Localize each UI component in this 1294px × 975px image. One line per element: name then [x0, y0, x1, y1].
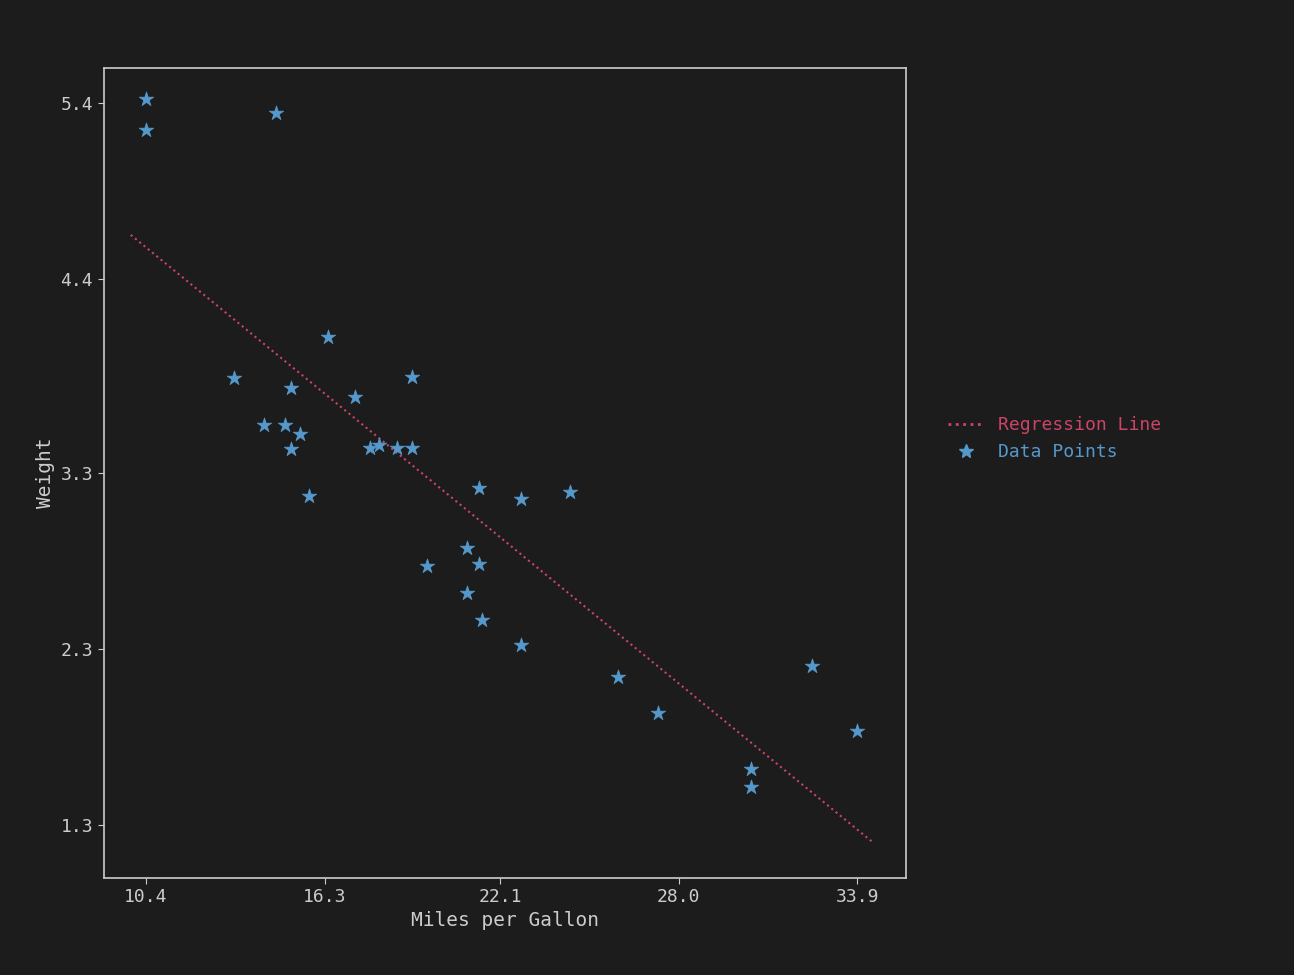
Point — [317, 330, 338, 345]
Point — [274, 417, 295, 433]
Point — [224, 370, 245, 386]
Point — [511, 638, 532, 653]
Point — [801, 658, 822, 674]
Point — [369, 437, 389, 452]
Point — [387, 441, 408, 456]
Point — [468, 557, 489, 572]
Point — [647, 705, 668, 721]
Point — [344, 389, 365, 405]
Point — [468, 480, 489, 495]
X-axis label: Miles per Gallon: Miles per Gallon — [410, 912, 599, 930]
Point — [741, 761, 762, 777]
Point — [402, 370, 423, 385]
Point — [417, 559, 437, 574]
Point — [265, 105, 286, 121]
Point — [471, 612, 492, 628]
Point — [741, 779, 762, 795]
Point — [254, 417, 274, 433]
Point — [299, 488, 320, 503]
Legend: Regression Line, Data Points: Regression Line, Data Points — [941, 410, 1168, 468]
Point — [559, 485, 580, 500]
Point — [848, 722, 868, 738]
Point — [136, 122, 157, 137]
Point — [281, 380, 302, 396]
Point — [360, 441, 380, 456]
Point — [457, 540, 477, 556]
Point — [281, 442, 302, 457]
Point — [402, 441, 423, 456]
Y-axis label: Weight: Weight — [36, 438, 54, 508]
Point — [608, 669, 629, 684]
Point — [511, 491, 532, 507]
Point — [457, 585, 477, 601]
Point — [290, 426, 311, 442]
Point — [136, 92, 157, 107]
